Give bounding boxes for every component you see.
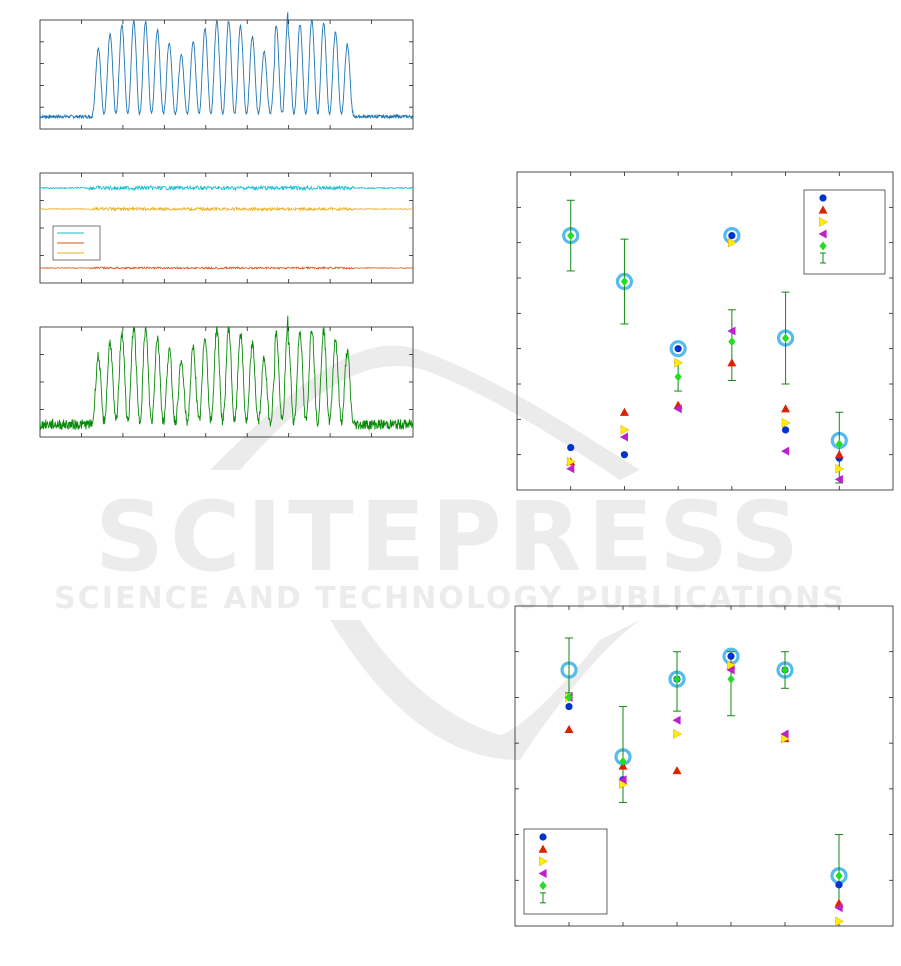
- watermark-swoosh-shape: [210, 345, 640, 480]
- data-point-diamond: [619, 756, 627, 766]
- data-point-diamond: [781, 665, 789, 675]
- data-point-triangle-right: [673, 729, 682, 739]
- data-point-triangle-left: [834, 474, 843, 484]
- legend-box: [803, 189, 886, 275]
- panel-2-legend: [52, 225, 101, 261]
- data-point-triangle-up: [564, 724, 574, 734]
- data-point-diamond: [565, 692, 573, 702]
- watermark: SCITEPRESS SCIENCE AND TECHNOLOGY PUBLIC…: [54, 345, 846, 760]
- data-point-circle: [567, 444, 575, 452]
- data-point-triangle-right: [728, 237, 737, 248]
- chart-panel-5: [514, 605, 894, 927]
- legend-marker-circle: [539, 833, 547, 841]
- data-point-diamond: [674, 372, 682, 382]
- data-point-triangle-right: [835, 916, 844, 927]
- data-point-diamond: [567, 231, 575, 241]
- panel-1-blue-series: [39, 12, 414, 120]
- panel-2-series-1: [39, 206, 414, 212]
- mean-highlight-ring: [669, 340, 687, 358]
- panel-4-frame: [516, 171, 894, 491]
- data-point-triangle-left: [780, 729, 789, 739]
- legend-marker-triangle-up: [818, 205, 828, 214]
- data-point-circle: [565, 702, 573, 711]
- data-point-diamond: [727, 674, 735, 684]
- data-point-diamond: [781, 333, 790, 343]
- data-point-triangle-left: [834, 903, 843, 913]
- panel-4-legend: [803, 189, 886, 275]
- legend-marker-triangle-up: [538, 844, 548, 853]
- data-point-diamond: [673, 674, 681, 684]
- data-point-triangle-left: [673, 404, 682, 414]
- data-point-triangle-right: [674, 357, 684, 368]
- data-point-circle: [835, 881, 843, 889]
- chart-panel-4: [516, 171, 894, 491]
- panel-3-green-series: [39, 315, 414, 432]
- data-point-triangle-right: [835, 463, 845, 474]
- data-point-triangle-up: [619, 407, 629, 416]
- panel-5-frame: [514, 605, 894, 927]
- watermark-title: SCITEPRESS: [95, 481, 805, 593]
- data-point-circle: [620, 451, 629, 459]
- legend-marker-triangle-left: [538, 869, 547, 878]
- panel-1-frame: [39, 19, 414, 130]
- data-point-triangle-left: [726, 665, 735, 675]
- data-point-triangle-up: [727, 358, 737, 367]
- panel-1-blue-line: [39, 12, 414, 120]
- data-point-triangle-left: [618, 775, 627, 785]
- data-point-triangle-right: [781, 418, 791, 428]
- legend-box: [523, 828, 608, 915]
- watermark-swoosh-tail: [330, 620, 640, 760]
- legend-marker-diamond: [539, 881, 547, 891]
- chart-panel-3: [39, 326, 414, 438]
- data-point-triangle-up: [834, 450, 844, 459]
- data-point-triangle-left: [781, 446, 790, 456]
- data-point-triangle-left: [672, 715, 681, 725]
- chart-panel-1: [39, 19, 414, 130]
- data-point-triangle-up: [672, 766, 682, 775]
- watermark-subtitle: SCIENCE AND TECHNOLOGY PUBLICATIONS: [54, 581, 846, 616]
- data-point-circle: [674, 345, 682, 353]
- data-point-diamond: [728, 337, 736, 347]
- panel-2-series-2: [39, 265, 414, 271]
- data-point-triangle-right: [566, 456, 576, 467]
- legend-marker-triangle-left: [818, 229, 827, 239]
- data-point-triangle-left: [727, 326, 736, 336]
- data-point-diamond: [835, 871, 843, 881]
- data-point-triangle-right: [620, 425, 630, 435]
- data-point-triangle-left: [566, 464, 575, 474]
- legend-marker-triangle-right: [539, 856, 548, 867]
- data-point-circle: [781, 426, 790, 434]
- data-point-circle: [728, 232, 736, 240]
- panel-3-green-line: [39, 315, 414, 432]
- legend-marker-diamond: [819, 241, 827, 251]
- legend-marker-triangle-right: [819, 217, 828, 227]
- data-point-circle: [727, 652, 735, 660]
- panel-5-legend: [523, 828, 608, 915]
- data-point-triangle-up: [781, 404, 791, 413]
- data-point-diamond: [620, 277, 629, 287]
- chart-panel-2: [39, 172, 414, 284]
- data-point-triangle-left: [619, 432, 629, 442]
- legend-marker-circle: [819, 194, 827, 202]
- panel-2-series-0: [39, 184, 413, 192]
- data-point-diamond: [835, 439, 843, 449]
